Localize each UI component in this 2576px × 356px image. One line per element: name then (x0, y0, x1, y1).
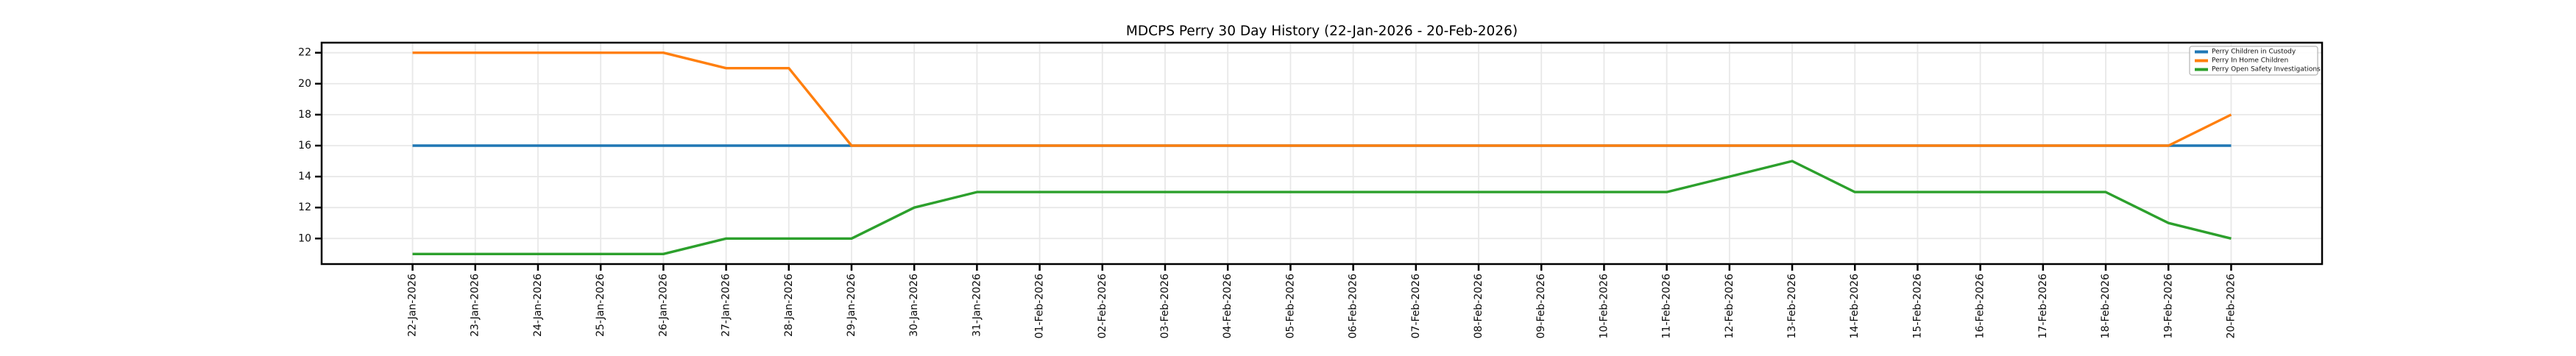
x-tick-label: 06-Feb-2026 (1348, 274, 1359, 338)
y-tick-label: 20 (298, 78, 311, 90)
y-tick-label: 14 (298, 171, 311, 182)
legend-label-investigations: Perry Open Safety Investigations (2212, 66, 2321, 74)
x-tick-label: 31-Jan-2026 (971, 274, 983, 337)
x-tick-label: 18-Feb-2026 (2100, 274, 2112, 338)
legend-label-in-home: Perry In Home Children (2212, 57, 2288, 65)
y-tick-label: 16 (298, 140, 311, 152)
x-tick-label: 14-Feb-2026 (1849, 274, 1861, 338)
x-tick-label: 30-Jan-2026 (908, 274, 920, 337)
legend-box (2189, 46, 2318, 76)
x-tick-label: 02-Feb-2026 (1097, 274, 1108, 338)
x-tick-label: 07-Feb-2026 (1410, 274, 1422, 338)
x-tick-label: 28-Jan-2026 (783, 274, 795, 337)
x-tick-label: 03-Feb-2026 (1159, 274, 1171, 338)
series-line-perry-open-safety-investigations (412, 160, 2232, 255)
x-tick-label: 01-Feb-2026 (1034, 274, 1046, 338)
x-tick-label: 24-Jan-2026 (532, 274, 544, 337)
plot-border (320, 41, 2324, 266)
y-tick-label: 12 (298, 202, 311, 213)
y-tick-label: 22 (298, 47, 311, 59)
x-tick-label: 25-Jan-2026 (595, 274, 606, 337)
series-line-perry-in-home-children (412, 51, 2232, 147)
x-tick-label: 16-Feb-2026 (1975, 274, 1986, 338)
x-tick-label: 10-Feb-2026 (1598, 274, 1610, 338)
chart-title: MDCPS Perry 30 Day History (22-Jan-2026 … (1126, 24, 1518, 39)
x-tick-label: 05-Feb-2026 (1284, 274, 1296, 338)
x-tick-label: 22-Jan-2026 (407, 274, 419, 337)
x-tick-label: 20-Feb-2026 (2225, 274, 2237, 338)
x-tick-label: 23-Jan-2026 (470, 274, 481, 337)
legend: Perry Children in Custody Perry In Home … (2189, 46, 2321, 76)
x-tick-label: 17-Feb-2026 (2037, 274, 2049, 338)
x-tick-label: 11-Feb-2026 (1661, 274, 1673, 338)
x-tick-label: 15-Feb-2026 (1911, 274, 1923, 338)
y-tick-label: 10 (298, 232, 311, 244)
x-tick-label: 13-Feb-2026 (1786, 274, 1798, 338)
y-tick-label: 18 (298, 109, 311, 121)
axis-ticks-and-labels: 10 12 14 16 18 20 22 22-Jan-2026 23-Jan-2026 24-J… (298, 47, 2237, 339)
series-lines (412, 51, 2232, 255)
x-tick-label: 12-Feb-2026 (1724, 274, 1735, 338)
axes-spines (320, 41, 2324, 266)
x-tick-label: 27-Jan-2026 (721, 274, 732, 337)
x-tick-label: 19-Feb-2026 (2162, 274, 2174, 338)
gridlines (322, 43, 2322, 264)
x-tick-label: 08-Feb-2026 (1473, 274, 1485, 338)
x-tick-label: 26-Jan-2026 (657, 274, 669, 337)
legend-label-custody: Perry Children in Custody (2212, 49, 2296, 56)
x-tick-label: 04-Feb-2026 (1222, 274, 1234, 338)
x-tick-label: 29-Jan-2026 (846, 274, 857, 337)
x-tick-label: 09-Feb-2026 (1535, 274, 1547, 338)
